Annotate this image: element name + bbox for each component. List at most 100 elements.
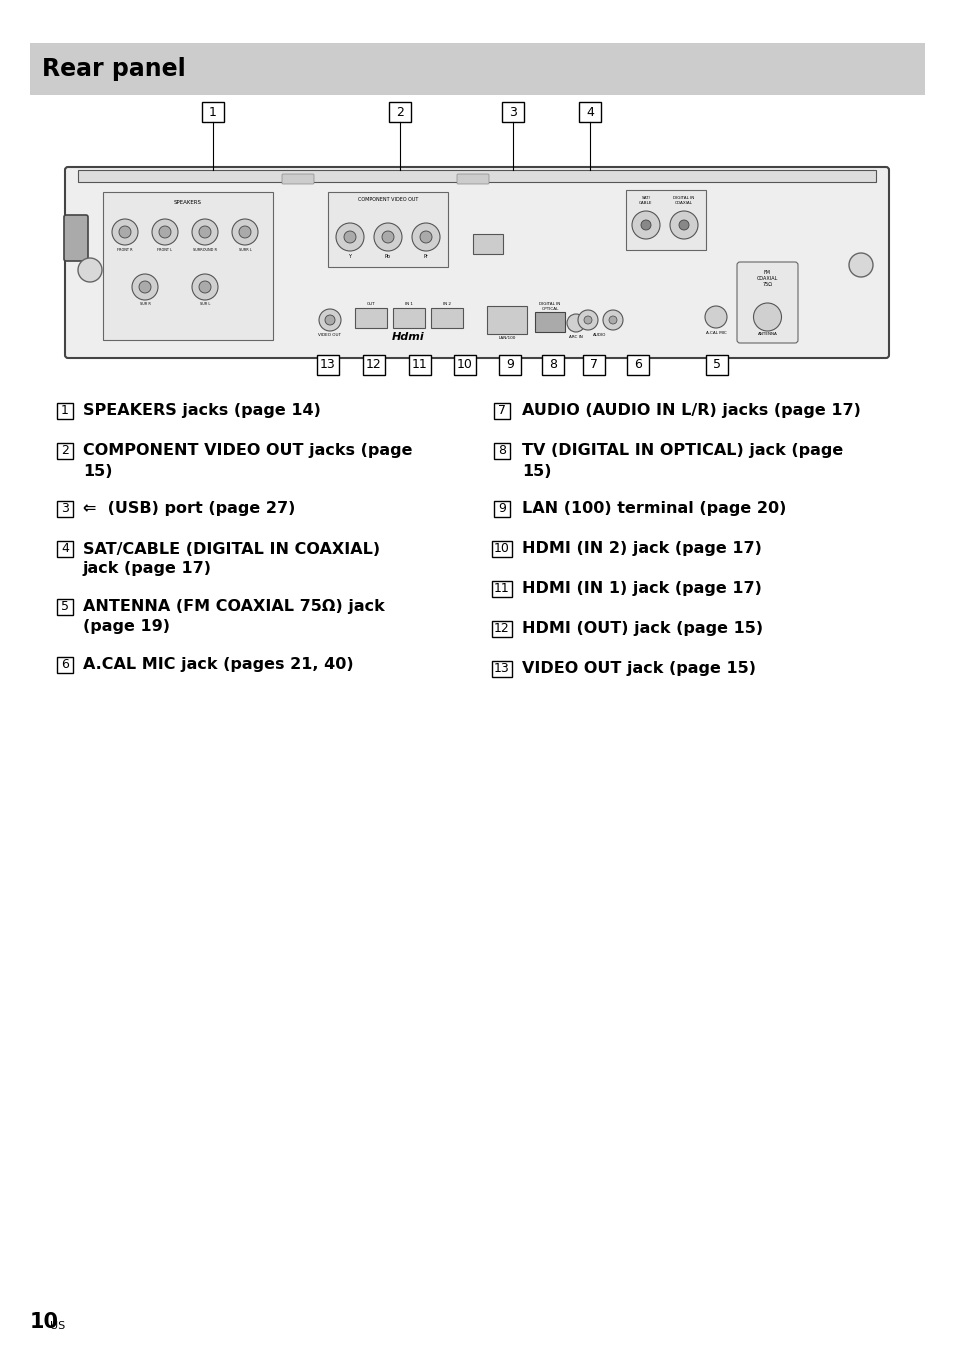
Text: 11: 11 bbox=[412, 358, 428, 372]
Bar bbox=[705, 356, 727, 375]
Text: FRONT R: FRONT R bbox=[117, 247, 132, 251]
Circle shape bbox=[679, 220, 688, 230]
Text: DIGITAL IN
COAXIAL: DIGITAL IN COAXIAL bbox=[673, 196, 694, 204]
Bar bbox=[78, 170, 875, 183]
FancyBboxPatch shape bbox=[64, 215, 88, 261]
Text: HDMI (OUT) jack (page 15): HDMI (OUT) jack (page 15) bbox=[521, 622, 762, 637]
Bar bbox=[494, 403, 510, 419]
Text: FM
COAXIAL
75Ω: FM COAXIAL 75Ω bbox=[756, 270, 778, 287]
Text: 8: 8 bbox=[497, 445, 505, 457]
Bar bbox=[492, 541, 512, 557]
Circle shape bbox=[112, 219, 138, 245]
Text: 5: 5 bbox=[61, 600, 69, 614]
Text: Y: Y bbox=[348, 254, 351, 260]
Text: SAT/CABLE (DIGITAL IN COAXIAL): SAT/CABLE (DIGITAL IN COAXIAL) bbox=[83, 542, 379, 557]
FancyBboxPatch shape bbox=[355, 308, 387, 329]
Bar bbox=[57, 502, 73, 516]
Text: 7: 7 bbox=[589, 358, 598, 372]
Circle shape bbox=[704, 306, 726, 329]
Text: A.CAL MIC: A.CAL MIC bbox=[705, 331, 725, 335]
Text: US: US bbox=[50, 1321, 65, 1330]
Circle shape bbox=[192, 274, 218, 300]
Circle shape bbox=[602, 310, 622, 330]
Bar bbox=[30, 43, 924, 95]
Text: LAN/100: LAN/100 bbox=[497, 337, 516, 339]
Text: ANTENNA: ANTENNA bbox=[757, 333, 777, 337]
Text: 12: 12 bbox=[366, 358, 381, 372]
Text: 12: 12 bbox=[494, 622, 509, 635]
Text: 7: 7 bbox=[497, 404, 505, 418]
Text: SUR R: SUR R bbox=[139, 301, 151, 306]
Bar bbox=[625, 191, 705, 250]
Text: DIGITAL IN
OPTICAL: DIGITAL IN OPTICAL bbox=[538, 301, 560, 311]
Circle shape bbox=[374, 223, 401, 251]
Text: SPEAKERS jacks (page 14): SPEAKERS jacks (page 14) bbox=[83, 403, 320, 419]
FancyBboxPatch shape bbox=[282, 174, 314, 184]
Circle shape bbox=[318, 310, 340, 331]
Bar bbox=[409, 356, 431, 375]
Text: 2: 2 bbox=[61, 445, 69, 457]
Text: Hdmi: Hdmi bbox=[392, 333, 424, 342]
Text: IN 1: IN 1 bbox=[405, 301, 413, 306]
Text: Pb: Pb bbox=[385, 254, 391, 260]
Circle shape bbox=[566, 314, 584, 333]
Text: 5: 5 bbox=[712, 358, 720, 372]
Circle shape bbox=[335, 223, 364, 251]
Text: TV (DIGITAL IN OPTICAL) jack (page: TV (DIGITAL IN OPTICAL) jack (page bbox=[521, 443, 842, 458]
Bar bbox=[57, 443, 73, 458]
Text: 1: 1 bbox=[61, 404, 69, 418]
Bar bbox=[202, 101, 224, 122]
Text: LAN (100) terminal (page 20): LAN (100) terminal (page 20) bbox=[521, 502, 785, 516]
Bar bbox=[389, 101, 411, 122]
Text: 9: 9 bbox=[505, 358, 514, 372]
Text: ⇐  (USB) port (page 27): ⇐ (USB) port (page 27) bbox=[83, 502, 295, 516]
Text: SAT/
CABLE: SAT/ CABLE bbox=[639, 196, 652, 204]
Text: HDMI (IN 2) jack (page 17): HDMI (IN 2) jack (page 17) bbox=[521, 542, 761, 557]
Text: 11: 11 bbox=[494, 583, 509, 595]
Circle shape bbox=[132, 274, 158, 300]
FancyBboxPatch shape bbox=[473, 234, 502, 254]
Text: 10: 10 bbox=[456, 358, 473, 372]
Circle shape bbox=[239, 226, 251, 238]
Circle shape bbox=[578, 310, 598, 330]
Text: A.CAL MIC jack (pages 21, 40): A.CAL MIC jack (pages 21, 40) bbox=[83, 657, 354, 672]
Text: COMPONENT VIDEO OUT: COMPONENT VIDEO OUT bbox=[357, 197, 417, 201]
Text: FRONT L: FRONT L bbox=[157, 247, 172, 251]
Circle shape bbox=[325, 315, 335, 324]
Bar bbox=[103, 192, 273, 339]
Circle shape bbox=[419, 231, 432, 243]
Bar bbox=[626, 356, 648, 375]
Text: 1: 1 bbox=[209, 105, 216, 119]
Text: VIDEO OUT: VIDEO OUT bbox=[318, 333, 341, 337]
Bar bbox=[57, 657, 73, 673]
Text: ARC IN: ARC IN bbox=[569, 335, 582, 339]
Circle shape bbox=[199, 281, 211, 293]
Text: 3: 3 bbox=[61, 503, 69, 515]
FancyBboxPatch shape bbox=[486, 306, 526, 334]
Text: 6: 6 bbox=[634, 358, 641, 372]
Text: 4: 4 bbox=[585, 105, 594, 119]
Circle shape bbox=[232, 219, 257, 245]
Text: (page 19): (page 19) bbox=[83, 619, 170, 634]
FancyBboxPatch shape bbox=[535, 312, 564, 333]
Circle shape bbox=[608, 316, 617, 324]
Circle shape bbox=[381, 231, 394, 243]
Text: HDMI (IN 1) jack (page 17): HDMI (IN 1) jack (page 17) bbox=[521, 581, 761, 596]
Circle shape bbox=[119, 226, 131, 238]
Text: 15): 15) bbox=[521, 464, 551, 479]
Bar bbox=[494, 443, 510, 458]
Circle shape bbox=[583, 316, 592, 324]
Bar bbox=[541, 356, 563, 375]
Text: jack (page 17): jack (page 17) bbox=[83, 561, 212, 576]
Text: SUR L: SUR L bbox=[199, 301, 210, 306]
Bar bbox=[57, 541, 73, 557]
Text: OUT: OUT bbox=[366, 301, 375, 306]
Text: VIDEO OUT jack (page 15): VIDEO OUT jack (page 15) bbox=[521, 661, 755, 676]
Text: 3: 3 bbox=[509, 105, 517, 119]
Bar bbox=[582, 356, 604, 375]
Bar bbox=[363, 356, 385, 375]
Bar bbox=[492, 621, 512, 637]
Text: 6: 6 bbox=[61, 658, 69, 672]
Text: 4: 4 bbox=[61, 542, 69, 556]
Text: 8: 8 bbox=[548, 358, 557, 372]
